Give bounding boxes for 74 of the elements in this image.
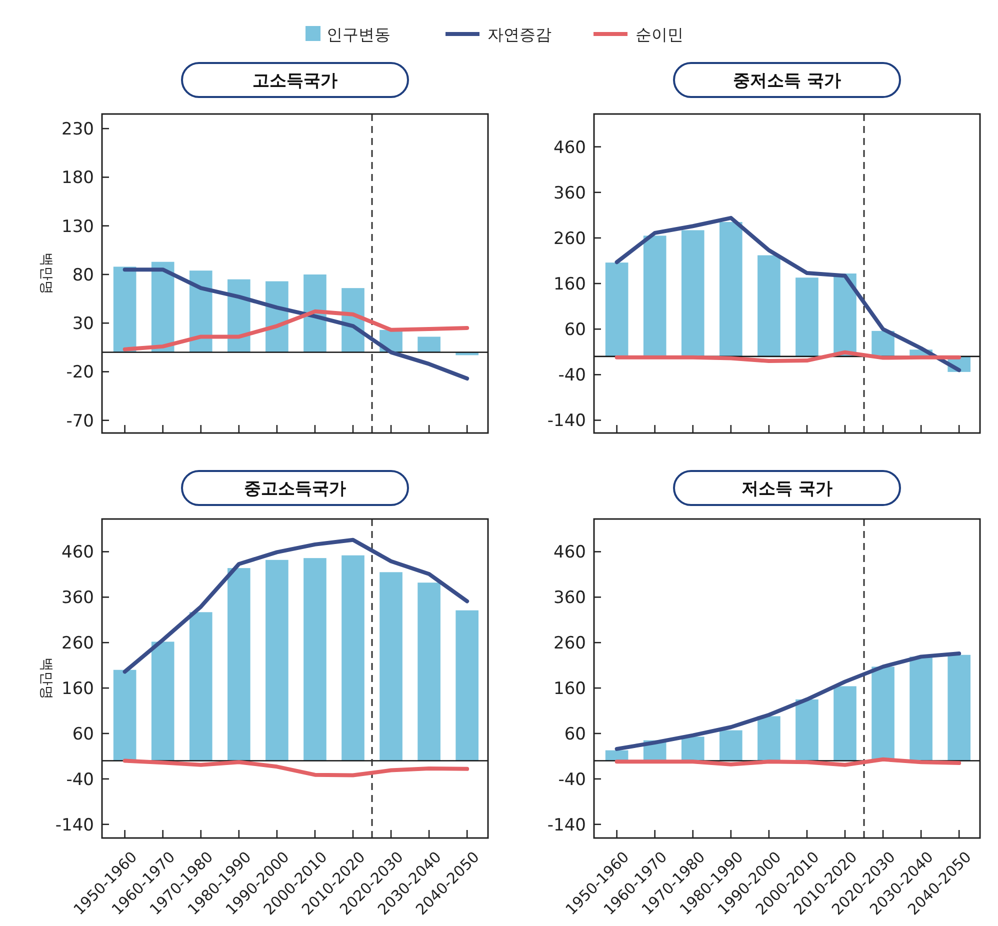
y-tick-label: 160: [554, 679, 586, 700]
line-series: [122, 268, 470, 381]
y-tick-label: 130: [62, 216, 94, 237]
y-tick-label: 360: [62, 588, 94, 608]
bar: [189, 612, 212, 761]
bar: [796, 278, 818, 356]
legend-label: 자연증감: [488, 25, 552, 44]
bar: [758, 255, 780, 356]
y-tick-label: 180: [62, 168, 94, 188]
y-axis-title: 백만명: [38, 658, 54, 700]
bar: [681, 230, 704, 356]
bar: [304, 274, 326, 352]
legend-label: 인구변동: [326, 25, 390, 44]
bar: [872, 666, 894, 761]
y-tick-label: 460: [554, 542, 586, 563]
y-tick-label: 30: [72, 314, 94, 334]
bar: [456, 610, 478, 761]
y-tick-label: 160: [554, 274, 586, 295]
y-tick-label: 230: [62, 120, 94, 140]
bar: [151, 262, 174, 352]
y-tick-label: -70: [66, 411, 94, 432]
bar: [228, 568, 250, 761]
bar: [910, 656, 932, 761]
y-tick-label: -140: [55, 815, 94, 836]
chart-title: 중저소득 국가: [733, 71, 841, 91]
y-tick-label: -20: [66, 362, 94, 383]
bar: [418, 582, 440, 761]
bar: [796, 699, 818, 761]
line-series: [122, 758, 470, 778]
y-tick-label: 460: [554, 138, 586, 158]
bar: [342, 555, 364, 761]
y-tick-label: 60: [72, 724, 94, 744]
line-series: [614, 216, 962, 372]
y-tick-label: 360: [554, 588, 586, 608]
bar: [872, 330, 894, 356]
line-series: [614, 350, 962, 363]
bar: [758, 716, 780, 761]
bar: [605, 262, 628, 356]
line-series: [122, 538, 470, 674]
chart-title: 고소득국가: [252, 71, 338, 91]
line-series: [122, 309, 470, 352]
bar: [720, 730, 742, 761]
bar: [189, 270, 212, 352]
y-axis-title: 백만명: [38, 252, 54, 294]
bar: [834, 686, 856, 761]
y-tick-label: 160: [62, 679, 94, 700]
chart-title: 저소득 국가: [742, 479, 832, 499]
bar: [113, 670, 136, 761]
y-tick-label: 80: [72, 265, 94, 286]
y-tick-label: 60: [564, 724, 586, 744]
bar: [380, 572, 402, 761]
line-series: [614, 652, 962, 751]
y-tick-label: -40: [558, 366, 586, 386]
bar: [681, 736, 704, 761]
bar: [266, 560, 288, 761]
bar: [113, 266, 136, 352]
chart-title: 중고소득국가: [244, 479, 346, 499]
bar: [643, 236, 666, 356]
y-tick-label: -40: [66, 770, 94, 790]
bar: [948, 654, 970, 761]
bar: [418, 336, 440, 352]
y-tick-label: 260: [554, 634, 586, 654]
y-tick-label: -140: [547, 815, 586, 836]
bar: [304, 558, 326, 761]
y-tick-label: 460: [62, 542, 94, 563]
y-tick-label: 260: [62, 634, 94, 654]
bar: [151, 642, 174, 761]
y-tick-label: 60: [564, 320, 586, 340]
y-tick-label: -40: [558, 770, 586, 790]
y-tick-label: 260: [554, 228, 586, 249]
bar: [720, 222, 742, 356]
y-tick-label: 360: [554, 183, 586, 204]
legend-label: 순이민: [636, 25, 684, 44]
y-tick-label: -140: [547, 411, 586, 432]
